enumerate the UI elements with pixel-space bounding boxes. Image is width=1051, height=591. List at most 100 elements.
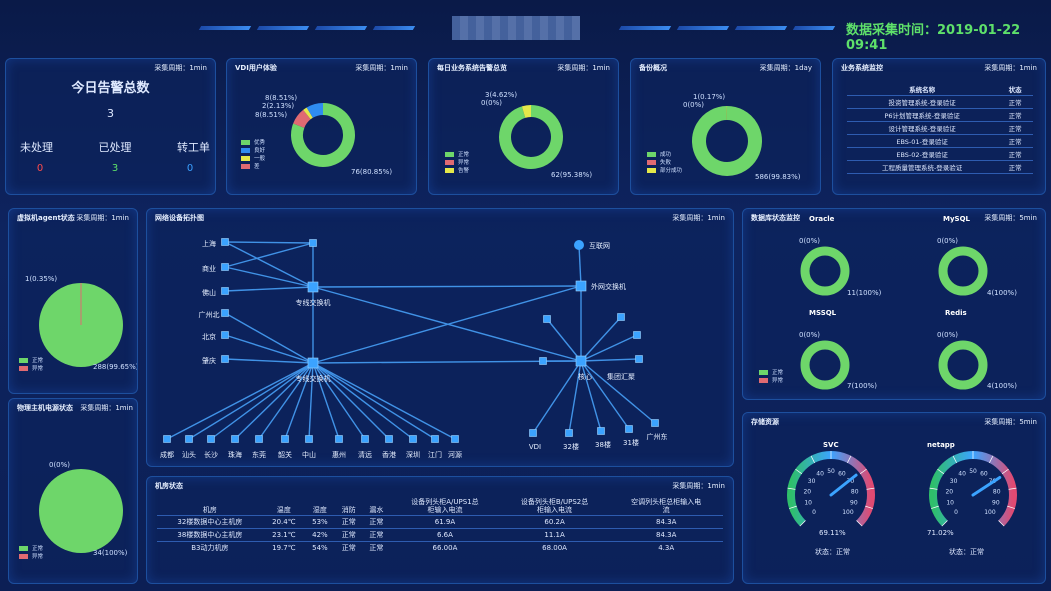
gauge-tick (989, 455, 994, 464)
gauge-tick (941, 520, 948, 527)
gauge-tick-label: 40 (958, 471, 966, 478)
gauge-tick-label: 90 (992, 499, 1000, 506)
backup-label-2: 0(0%) (683, 101, 704, 109)
network-device-icon (207, 435, 215, 443)
gauge-tick-label: 30 (950, 478, 958, 485)
gauge-tick (1008, 487, 1017, 490)
topology-link (166, 362, 314, 440)
header-decoration (792, 26, 836, 30)
column-header: 消防 (341, 506, 356, 514)
panel-title: 物理主机电源状态 (17, 404, 73, 412)
table-row[interactable]: B3动力机房 19.7℃ 54% 正常 正常 66.00A 68.00A 4.3A (157, 541, 723, 554)
topology-label: 惠州 (332, 450, 346, 459)
topology-label: 上海 (202, 239, 216, 248)
svg-text:0(0%): 0(0%) (799, 331, 820, 339)
network-device-icon (565, 429, 573, 437)
label-unprocessed: 未处理 (20, 141, 53, 154)
network-device-icon (635, 355, 643, 363)
svg-text:0(0%): 0(0%) (937, 331, 958, 339)
header-decoration (314, 26, 368, 30)
topology-link (188, 362, 314, 440)
topology-link (224, 242, 314, 268)
topology-label: 香港 (382, 450, 396, 459)
table-row[interactable]: 32楼数据中心主机房 20.4℃ 53% 正常 正常 61.9A 60.2A 84.3A (157, 515, 723, 529)
table-row[interactable]: 工程质量管理系统-登录验证 正常 (847, 160, 1033, 174)
topology-label: 商业 (202, 264, 216, 273)
topology-label: 长沙 (204, 450, 218, 459)
network-device-icon (221, 238, 229, 246)
table-row[interactable]: 投资管理系统-登录验证 正常 (847, 95, 1033, 109)
network-device-icon (305, 435, 313, 443)
topology-link (580, 360, 630, 430)
backup-panel: 备份概况 采集周期：1day 1(0.17%) 0(0%) 586(99.83%… (630, 58, 821, 195)
table-row[interactable]: EBS-02-登录验证 正常 (847, 147, 1033, 161)
topology-label: 专线交换机 (296, 374, 331, 383)
topology-link (224, 266, 314, 288)
svg-text:11(100%): 11(100%) (847, 289, 882, 297)
gauge-tick-label: 0 (812, 509, 816, 516)
gauge-tick (795, 468, 803, 475)
network-device-icon (221, 309, 229, 317)
gauge-name: netapp (927, 441, 955, 449)
column-header: 机房 (202, 506, 217, 514)
network-device-icon (633, 331, 641, 339)
gauge-tick (799, 520, 806, 527)
panel-cycle: 采集周期：1min (80, 404, 133, 412)
alarm-title: 今日告警总数 (71, 81, 150, 96)
vdi-label-2: 2(2.13%) (262, 102, 294, 110)
svg-text:4(100%): 4(100%) (987, 289, 1017, 297)
topology-label: 外网交换机 (591, 282, 626, 291)
network-device-icon (385, 435, 393, 443)
topology-link (312, 362, 390, 440)
gauge-tick-label: 20 (803, 488, 811, 495)
gauge-tick (856, 520, 863, 527)
table-row[interactable]: EBS-01-登录验证 正常 (847, 134, 1033, 148)
topology-link (224, 241, 314, 288)
svg-text:0(0%): 0(0%) (799, 237, 820, 245)
gauge-status: 状态：正常 (815, 547, 850, 556)
panel-title: 业务系统监控 (841, 64, 883, 72)
gauge-status: 状态：正常 (949, 547, 984, 556)
vm-agent-panel: 虚拟机agent状态 采集周期：1min 1(0.35%) 288(99.65%… (8, 208, 138, 394)
globe-icon (574, 240, 584, 250)
panel-cycle: 采集周期：1min (154, 64, 207, 72)
column-header: 系统名称 (847, 83, 998, 96)
network-device-icon (651, 419, 659, 427)
gauge-name: SVC (823, 441, 839, 449)
donut-segment (692, 106, 762, 176)
panel-cycle: 采集周期：1min (355, 64, 408, 72)
table-row[interactable]: 设计管理系统-登录验证 正常 (847, 121, 1033, 135)
topology-link (312, 362, 456, 440)
table-row[interactable]: 38楼数据中心主机房 23.1℃ 42% 正常 正常 6.6A 11.1A 84.3A (157, 528, 723, 542)
topology-link (312, 362, 414, 440)
backup-label-1: 1(0.17%) (693, 93, 725, 101)
network-device-icon (221, 331, 229, 339)
topology-label: 31楼 (623, 438, 639, 447)
services-table: 系统名称 状态 投资管理系统-登录验证 正常 P6计划管理系统-登录验证 正常 设计… (847, 83, 1033, 174)
network-device-icon (575, 355, 587, 367)
table-row[interactable]: P6计划管理系统-登录验证 正常 (847, 108, 1033, 122)
gauge-tick (859, 468, 867, 475)
header-decoration (372, 26, 416, 30)
topology-link (234, 362, 314, 440)
value-ticket[interactable]: 0 (186, 163, 194, 174)
svg-text:7(100%): 7(100%) (847, 382, 877, 390)
business-legend: 正常 异常 告警 (445, 151, 469, 175)
panel-cycle: 采集周期：1min (557, 64, 610, 72)
column-header: 空调列头柜总柜输入电 流 (631, 498, 702, 514)
topology-label: 汕头 (182, 450, 196, 459)
network-device-icon (307, 281, 319, 293)
vm-label-1: 1(0.35%) (25, 275, 57, 283)
gauge-tick-label: 20 (945, 488, 953, 495)
topology-label: 广州东 (647, 432, 668, 441)
gauge-tick (866, 487, 875, 490)
network-device-icon (255, 435, 263, 443)
donut-segment (291, 103, 355, 167)
db-panel: 数据库状态监控 采集周期：5min Oracle MySQL MSSQL Red… (742, 208, 1046, 400)
value-processed[interactable]: 3 (111, 163, 119, 174)
business-label-3: 62(95.38%) (551, 171, 592, 179)
topology-link (224, 358, 314, 364)
donut-segment (938, 246, 988, 296)
value-unprocessed[interactable]: 0 (36, 163, 44, 174)
panel-cycle: 采集周期：1day (759, 64, 812, 72)
